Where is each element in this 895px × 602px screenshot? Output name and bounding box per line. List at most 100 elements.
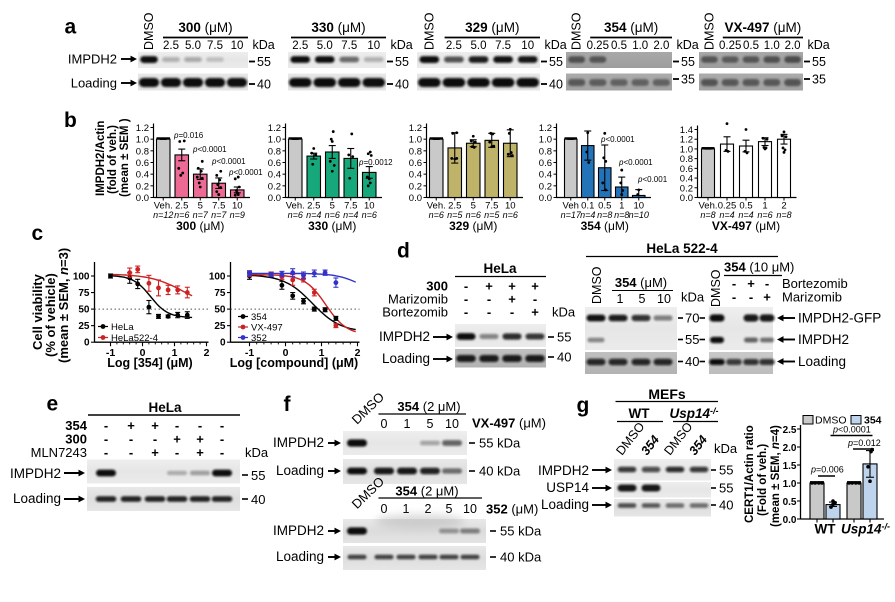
svg-text:2.5: 2.5: [163, 40, 179, 52]
svg-text:0.6: 0.6: [680, 164, 693, 175]
svg-text:2: 2: [204, 347, 210, 359]
svg-text:+: +: [747, 276, 755, 291]
svg-text:330 (μM): 330 (μM): [311, 20, 365, 35]
svg-text:g: g: [577, 394, 590, 417]
svg-text:2.0: 2.0: [783, 443, 797, 454]
svg-text:0.0: 0.0: [539, 193, 552, 204]
svg-text:CERT1/Actin ratio: CERT1/Actin ratio: [744, 425, 756, 523]
svg-text:55: 55: [557, 330, 571, 345]
svg-text:e: e: [47, 393, 59, 416]
svg-text:40: 40: [719, 498, 733, 513]
svg-text:p<0.0001: p<0.0001: [618, 158, 653, 167]
svg-text:75: 75: [214, 288, 226, 299]
svg-text:Loading: Loading: [13, 491, 61, 506]
svg-text:0.5: 0.5: [739, 201, 752, 212]
svg-text:-: -: [104, 445, 108, 460]
svg-text:0.25: 0.25: [718, 201, 737, 212]
svg-text:2.5: 2.5: [448, 201, 461, 212]
svg-text:Bortezomib: Bortezomib: [782, 276, 848, 291]
svg-text:1.0: 1.0: [136, 135, 149, 146]
svg-text:-: -: [464, 292, 468, 307]
svg-text:+: +: [508, 279, 516, 294]
svg-text:p<0.0001: p<0.0001: [228, 168, 263, 177]
svg-text:1.2: 1.2: [539, 123, 552, 134]
svg-text:-: -: [487, 305, 491, 320]
svg-text:0.8: 0.8: [268, 146, 281, 157]
svg-text:354 (2 μM): 354 (2 μM): [395, 484, 458, 499]
svg-text:1: 1: [617, 292, 624, 306]
svg-text:0.6: 0.6: [268, 158, 281, 169]
svg-text:IMPDH2: IMPDH2: [798, 332, 849, 347]
svg-text:0: 0: [140, 347, 146, 359]
svg-text:VX-497: VX-497: [251, 323, 283, 334]
svg-text:354 (2 μM): 354 (2 μM): [397, 399, 460, 414]
svg-text:kDa: kDa: [808, 38, 830, 52]
svg-text:0.6: 0.6: [409, 158, 422, 169]
svg-text:0.4: 0.4: [409, 170, 422, 181]
svg-text:2.5: 2.5: [446, 40, 462, 52]
svg-text:n=6: n=6: [466, 210, 481, 220]
svg-text:55: 55: [549, 55, 563, 69]
svg-text:n=6: n=6: [429, 210, 444, 220]
svg-text:25: 25: [214, 321, 226, 332]
svg-text:2.0: 2.0: [653, 40, 669, 52]
svg-text:HeLa522-4: HeLa522-4: [111, 333, 158, 344]
svg-text:+: +: [196, 445, 204, 460]
svg-text:n=5: n=5: [447, 210, 463, 220]
svg-text:10: 10: [232, 201, 243, 212]
svg-text:5: 5: [198, 201, 203, 212]
svg-text:300 (μM): 300 (μM): [176, 219, 224, 233]
svg-text:kDa: kDa: [677, 38, 699, 52]
svg-text:0.2: 0.2: [409, 181, 422, 192]
svg-text:0: 0: [220, 338, 226, 349]
svg-text:1: 1: [619, 201, 624, 212]
svg-text:HeLa: HeLa: [483, 261, 517, 276]
svg-text:55: 55: [681, 55, 695, 69]
svg-text:+: +: [763, 290, 771, 305]
svg-text:5: 5: [446, 502, 453, 516]
svg-text:n=6: n=6: [503, 210, 518, 220]
svg-text:n=4: n=4: [306, 210, 321, 220]
svg-text:kDa: kDa: [545, 38, 567, 52]
svg-text:7.5: 7.5: [495, 40, 511, 52]
svg-text:-: -: [129, 432, 133, 447]
svg-text:-: -: [464, 279, 468, 294]
svg-text:-: -: [220, 445, 224, 460]
svg-text:-: -: [533, 292, 537, 307]
svg-text:1.2: 1.2: [680, 135, 693, 146]
svg-text:10: 10: [463, 502, 477, 516]
svg-text:n=4: n=4: [580, 210, 595, 220]
svg-text:n=8: n=8: [700, 210, 715, 220]
svg-text:1.4: 1.4: [680, 125, 693, 136]
svg-text:Marizomib: Marizomib: [782, 290, 842, 305]
svg-text:Veh.: Veh.: [154, 201, 173, 212]
svg-text:Loading: Loading: [71, 76, 117, 91]
svg-text:(Fold of veh.): (Fold of veh.): [757, 444, 769, 516]
svg-text:kDa: kDa: [391, 38, 413, 52]
svg-text:IMPDH2-GFP: IMPDH2-GFP: [798, 311, 881, 326]
svg-text:1.5: 1.5: [783, 461, 797, 472]
svg-text:0: 0: [381, 417, 388, 431]
svg-text:0: 0: [283, 347, 289, 359]
svg-text:1: 1: [403, 502, 410, 516]
svg-text:7.5: 7.5: [485, 201, 498, 212]
svg-text:5: 5: [639, 292, 646, 306]
svg-text:300: 300: [426, 279, 448, 294]
svg-text:+: +: [508, 292, 516, 307]
svg-text:5.0: 5.0: [317, 40, 333, 52]
svg-text:2.5: 2.5: [292, 40, 308, 52]
svg-text:2: 2: [781, 201, 786, 212]
svg-text:n=4: n=4: [343, 210, 358, 220]
svg-text:p<0.0001: p<0.0001: [192, 145, 227, 154]
svg-text:55: 55: [395, 55, 409, 69]
svg-text:-: -: [732, 290, 736, 305]
svg-text:0.2: 0.2: [680, 183, 693, 194]
svg-text:5.0: 5.0: [185, 40, 201, 52]
svg-text:55: 55: [257, 55, 271, 69]
svg-text:kDa: kDa: [245, 445, 269, 460]
svg-text:1.0: 1.0: [764, 40, 780, 52]
svg-text:10: 10: [521, 40, 534, 52]
svg-text:329 (μM): 329 (μM): [465, 20, 519, 35]
svg-text:Loading: Loading: [276, 463, 324, 478]
svg-text:-: -: [153, 432, 157, 447]
